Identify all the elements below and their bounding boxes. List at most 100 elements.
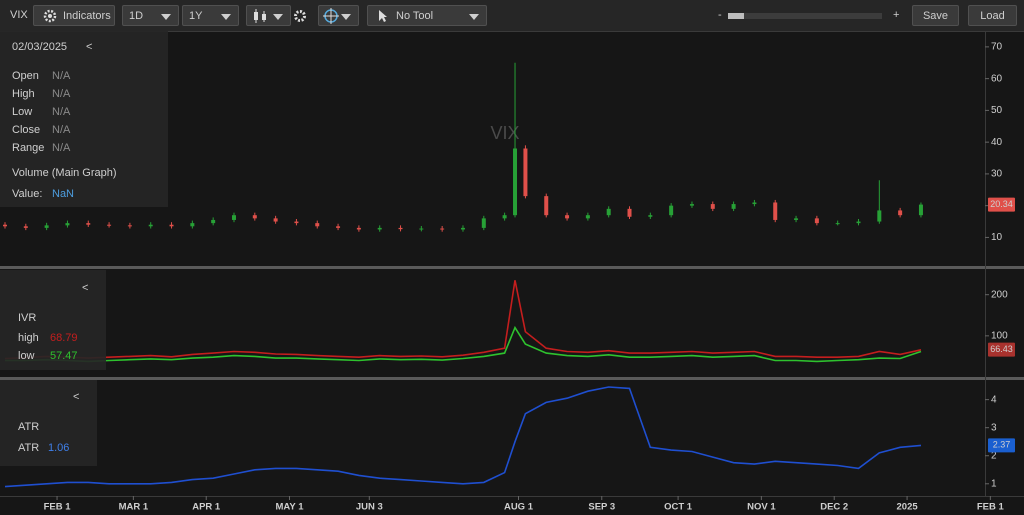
row-value: N/A <box>52 142 70 154</box>
study-title: ATR <box>18 421 39 433</box>
range-dropdown[interactable]: 1Y <box>182 5 239 26</box>
candle-body <box>648 215 652 217</box>
y-tick-label: 4 <box>991 394 997 405</box>
y-tick-label: 1 <box>991 478 997 489</box>
row-value: N/A <box>52 106 70 118</box>
slider-thumb[interactable] <box>728 13 744 19</box>
candle-body <box>690 204 694 206</box>
y-tick-label: 30 <box>991 169 1003 180</box>
row-label: Low <box>12 106 32 118</box>
x-tick-label: JUN 3 <box>356 502 383 513</box>
candle-body <box>399 228 403 229</box>
atr-legend: < ATR ATR1.06 <box>0 380 97 466</box>
collapse[interactable]: < <box>73 391 79 403</box>
tool-dropdown[interactable]: No Tool <box>367 5 487 26</box>
interval-dropdown[interactable]: 1D <box>122 5 179 26</box>
y-tick-label: 50 <box>991 105 1003 116</box>
candle-body <box>253 215 257 218</box>
candle-body <box>45 225 49 228</box>
collapse[interactable]: < <box>82 282 88 294</box>
candle-body <box>419 229 423 230</box>
row-label: Open <box>12 70 39 82</box>
candle-body <box>86 223 90 225</box>
save-button[interactable]: Save <box>912 5 959 26</box>
candle-body <box>628 209 632 217</box>
zoom-in[interactable]: + <box>893 9 899 21</box>
date: 02/03/2025 <box>12 41 67 53</box>
x-tick-label: FEB 1 <box>44 502 72 513</box>
row-label: High <box>12 88 35 100</box>
last-value-label: 66.43 <box>990 344 1013 354</box>
candle-body <box>315 223 319 226</box>
candle-body <box>149 225 153 227</box>
row-value: N/A <box>52 124 70 136</box>
candle-body <box>107 225 111 226</box>
value: NaN <box>52 188 74 200</box>
crosshair-dropdown[interactable] <box>318 5 359 26</box>
settings-icon[interactable] <box>293 9 307 23</box>
icon <box>323 8 339 24</box>
candle-body <box>732 204 736 209</box>
candle-body <box>607 209 611 215</box>
legend-value: 1.06 <box>48 442 69 454</box>
candle-body <box>513 149 517 216</box>
row-value: N/A <box>52 88 70 100</box>
x-tick-label: OCT 1 <box>664 502 693 513</box>
collapse[interactable]: < <box>86 41 92 53</box>
icon <box>42 8 58 24</box>
candle-body <box>586 215 590 218</box>
last-value-label: 2.37 <box>993 440 1011 450</box>
legend-value: 57.47 <box>50 350 78 362</box>
candle-body <box>544 196 548 215</box>
candle-body <box>3 225 7 227</box>
row-label: Close <box>12 124 40 136</box>
candle-body <box>773 202 777 219</box>
candle-body <box>565 215 569 218</box>
volume-label: Volume (Main Graph) <box>12 167 117 179</box>
candle-body <box>711 204 715 209</box>
legend-name: high <box>18 332 39 344</box>
candle-body <box>294 222 298 224</box>
info-panel: 02/03/2025 < Open N/A High N/A Low N/A Close N/… <box>0 31 168 207</box>
y-tick-label: 3 <box>991 422 997 433</box>
label: 1D <box>129 10 143 22</box>
candle-body <box>523 149 527 197</box>
zoom-out[interactable]: - <box>718 9 722 21</box>
candle-body <box>461 228 465 230</box>
load-button[interactable]: Load <box>968 5 1017 26</box>
candle-body <box>440 229 444 230</box>
candle-body <box>65 223 69 225</box>
y-tick-label: 10 <box>991 232 1003 243</box>
toolbar: VIX Indicators 1D 1Y No Tool - + Save Lo… <box>0 0 1024 32</box>
candle-body <box>919 205 923 216</box>
zoom-slider[interactable] <box>728 13 882 19</box>
y-tick-label: 200 <box>991 289 1008 300</box>
x-tick-label: FEB 1 <box>977 502 1005 513</box>
legend-name: low <box>18 350 35 362</box>
y-tick-label: 70 <box>991 42 1003 53</box>
candle-body <box>794 218 798 220</box>
candle-body <box>857 222 861 224</box>
candle-body <box>190 223 194 226</box>
chart-type-dropdown[interactable] <box>246 5 291 26</box>
last-value-label: 20.34 <box>990 199 1013 209</box>
row-label: Range <box>12 142 44 154</box>
indicators-button[interactable]: Indicators <box>33 5 115 26</box>
row-value: N/A <box>52 70 70 82</box>
candle-body <box>669 206 673 216</box>
candle-body <box>357 228 361 230</box>
ivr-legend: < IVR high68.79low57.47 <box>0 270 106 370</box>
x-tick-label: AUG 1 <box>504 502 534 513</box>
candle-body <box>503 215 507 218</box>
symbol[interactable]: VIX <box>10 9 28 21</box>
candle-body <box>24 226 28 228</box>
candle-body <box>482 218 486 228</box>
candle-body <box>170 225 174 227</box>
icon <box>252 9 270 23</box>
candle-body <box>128 225 132 226</box>
value-label: Value: <box>12 188 42 200</box>
y-tick-label: 40 <box>991 137 1003 148</box>
x-tick-label: NOV 1 <box>747 502 776 513</box>
label: Indicators <box>63 10 111 22</box>
